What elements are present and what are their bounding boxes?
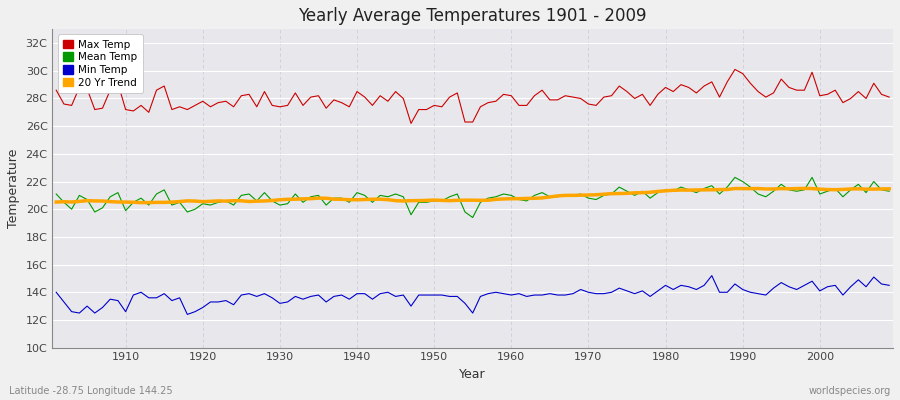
Y-axis label: Temperature: Temperature [7, 149, 20, 228]
Title: Yearly Average Temperatures 1901 - 2009: Yearly Average Temperatures 1901 - 2009 [299, 7, 647, 25]
Legend: Max Temp, Mean Temp, Min Temp, 20 Yr Trend: Max Temp, Mean Temp, Min Temp, 20 Yr Tre… [58, 34, 143, 93]
X-axis label: Year: Year [459, 368, 486, 381]
Text: Latitude -28.75 Longitude 144.25: Latitude -28.75 Longitude 144.25 [9, 386, 173, 396]
Text: worldspecies.org: worldspecies.org [809, 386, 891, 396]
